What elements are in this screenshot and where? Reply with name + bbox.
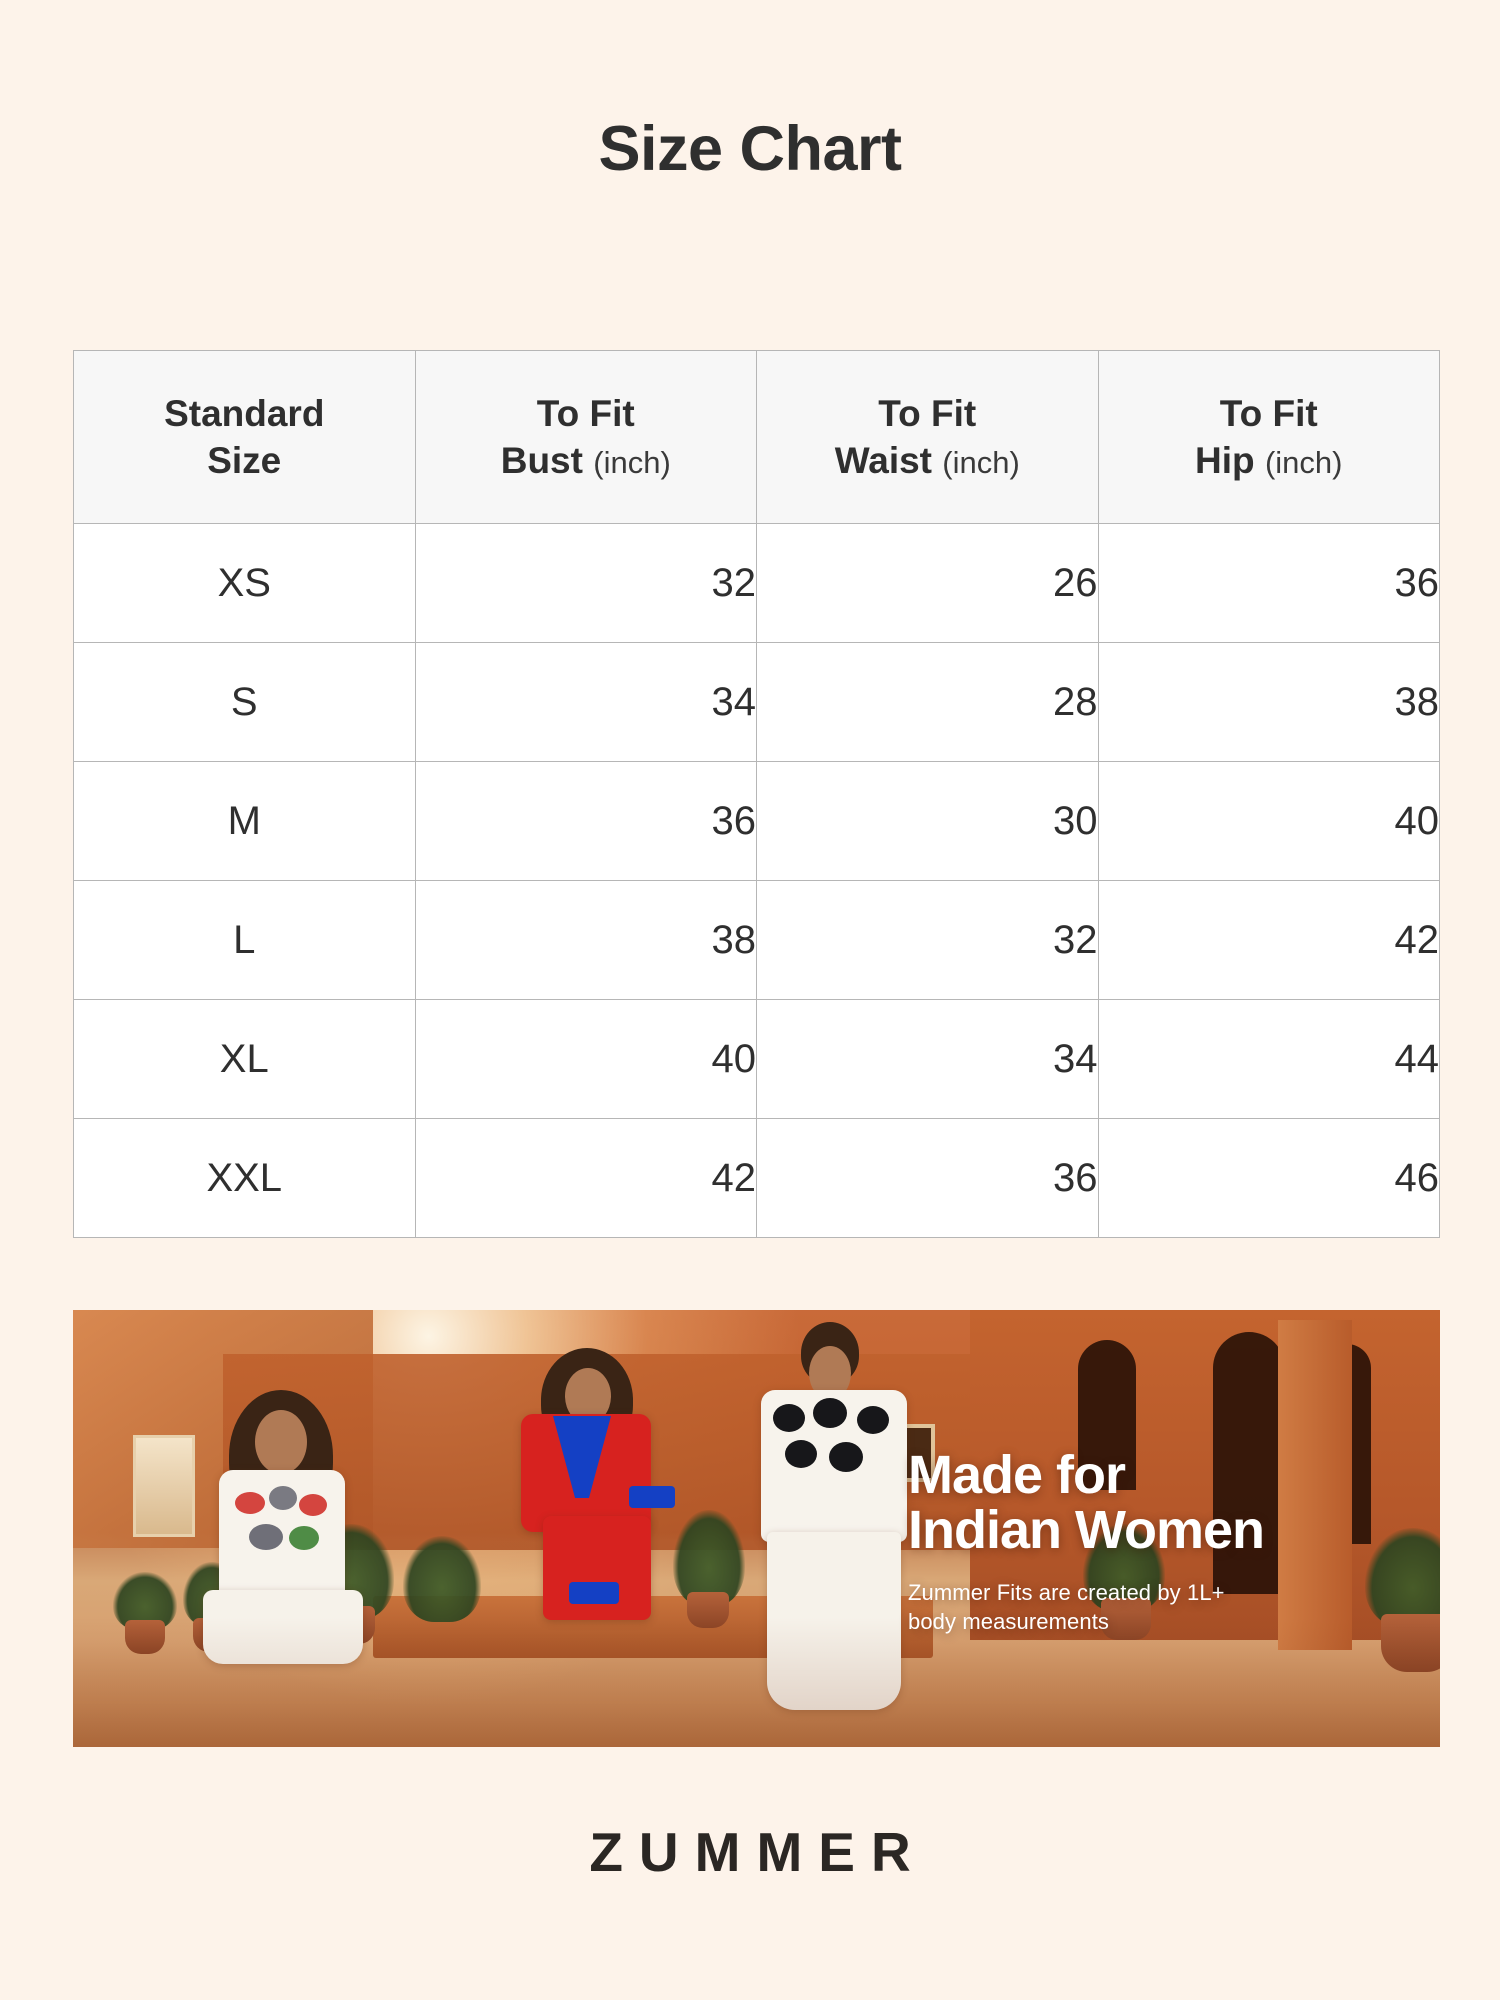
floral-embroidery (235, 1492, 265, 1514)
floral-embroidery (249, 1524, 283, 1550)
table-row: S 34 28 38 (73, 642, 1440, 762)
banner-headline-line2: Indian Women (908, 1500, 1265, 1561)
cell-waist: 32 (756, 880, 1099, 1000)
column-header-standard-size: Standard Size (73, 350, 416, 524)
cell-hip: 38 (1097, 642, 1440, 762)
column-header-hip: To Fit Hip (inch) (1097, 350, 1440, 524)
palm-plant (673, 1510, 745, 1606)
cell-waist: 36 (756, 1118, 1099, 1238)
table-row: L 38 32 42 (73, 880, 1440, 1000)
cell-hip: 40 (1097, 761, 1440, 881)
column-header-line1: To Fit (1219, 392, 1318, 434)
blue-print-cuff (629, 1486, 675, 1508)
floral-embroidery (857, 1406, 889, 1434)
column-header-line1: Standard (164, 392, 325, 434)
table-header-row: Standard Size To Fit Bust (inch) To Fit … (73, 350, 1440, 524)
table-row: XXL 42 36 46 (73, 1118, 1440, 1238)
cell-waist: 28 (756, 642, 1099, 762)
floral-embroidery (299, 1494, 327, 1516)
cell-bust: 38 (414, 880, 757, 1000)
plant (1083, 1524, 1165, 1612)
archway (1213, 1332, 1285, 1594)
floral-embroidery (773, 1404, 805, 1432)
cell-size: XS (73, 523, 416, 643)
column-header-line2: Waist (inch) (834, 440, 1020, 481)
column-header-unit: (inch) (593, 445, 671, 480)
banner-subtext: Zummer Fits are created by 1L+ body meas… (908, 1578, 1428, 1636)
archway (1078, 1340, 1136, 1490)
table-row: XL 40 34 44 (73, 999, 1440, 1119)
floral-embroidery (813, 1398, 847, 1428)
courtyard-photo (73, 1310, 1440, 1747)
banner-headline-line1: Made for (908, 1445, 1126, 1505)
floral-embroidery (269, 1486, 297, 1510)
flower-pot (1101, 1598, 1151, 1640)
cell-bust: 32 (414, 523, 757, 643)
floral-embroidery (829, 1442, 863, 1472)
banner-text-block: Made for Indian Women Zummer Fits are cr… (908, 1445, 1428, 1636)
cell-waist: 26 (756, 523, 1099, 643)
cell-bust: 34 (414, 642, 757, 762)
model-face (255, 1410, 307, 1474)
table-row: XS 32 26 36 (73, 523, 1440, 643)
column-header-unit: (inch) (942, 445, 1020, 480)
column-header-line2: Hip (inch) (1195, 440, 1343, 481)
table-body: XS 32 26 36 S 34 28 38 M 36 30 40 L 38 3… (73, 523, 1440, 1238)
column-header-unit: (inch) (1264, 445, 1343, 480)
window (133, 1435, 195, 1537)
column-header-line2: Bust (inch) (500, 440, 671, 481)
column-header-bust: To Fit Bust (inch) (414, 350, 757, 524)
banner-subtext-line1: Zummer Fits are created by 1L+ (908, 1580, 1225, 1606)
cell-waist: 30 (756, 761, 1099, 881)
cell-hip: 42 (1097, 880, 1440, 1000)
plant (403, 1536, 481, 1622)
cell-waist: 34 (756, 999, 1099, 1119)
size-chart-table: Standard Size To Fit Bust (inch) To Fit … (73, 350, 1440, 1238)
cell-bust: 42 (414, 1118, 757, 1238)
floor-shadow (73, 1617, 1440, 1747)
white-wide-leg-pants (767, 1532, 901, 1710)
pillar (1278, 1320, 1352, 1650)
column-header-waist: To Fit Waist (inch) (756, 350, 1099, 524)
cell-size: XL (73, 999, 416, 1119)
blue-print-cuff (569, 1582, 619, 1604)
cell-size: S (73, 642, 416, 762)
cell-bust: 40 (414, 999, 757, 1119)
brand-logo: ZUMMER (589, 1821, 927, 1883)
cell-size: M (73, 761, 416, 881)
cell-size: L (73, 880, 416, 1000)
flower-pot (687, 1592, 729, 1628)
column-header-line1: To Fit (878, 392, 977, 434)
column-header-line2: Size (207, 440, 282, 481)
banner-headline: Made for Indian Women (908, 1445, 1428, 1561)
cell-hip: 44 (1097, 999, 1440, 1119)
cell-bust: 36 (414, 761, 757, 881)
plant (1365, 1528, 1440, 1628)
floral-embroidery (289, 1526, 319, 1550)
table-header: Standard Size To Fit Bust (inch) To Fit … (73, 350, 1440, 524)
brand-banner: Made for Indian Women Zummer Fits are cr… (73, 1310, 1440, 1747)
flower-pot (1381, 1614, 1440, 1672)
table-row: M 36 30 40 (73, 761, 1440, 881)
page-title: Size Chart (598, 114, 902, 184)
white-pants (203, 1590, 363, 1664)
cell-size: XXL (73, 1118, 416, 1238)
floral-embroidery (785, 1440, 817, 1468)
column-header-line1: To Fit (536, 392, 635, 434)
red-printed-pants (543, 1516, 651, 1620)
cell-hip: 46 (1097, 1118, 1440, 1238)
cell-hip: 36 (1097, 523, 1440, 643)
banner-subtext-line2: body measurements (908, 1609, 1110, 1635)
flower-pot (125, 1620, 165, 1654)
